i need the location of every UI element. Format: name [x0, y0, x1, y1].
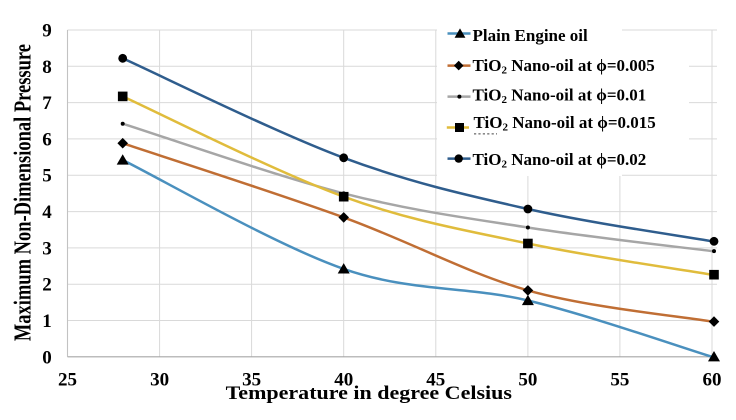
svg-text:35: 35 — [242, 370, 261, 391]
svg-text:50: 50 — [518, 370, 537, 391]
svg-text:3: 3 — [42, 238, 52, 259]
svg-text:4: 4 — [42, 202, 52, 223]
svg-text:1: 1 — [42, 311, 52, 332]
svg-text:Temperature in degree Celsius: Temperature in degree Celsius — [226, 383, 512, 403]
svg-text:TiO2 Nano-oil at ϕ=0.015: TiO2 Nano-oil at ϕ=0.015 — [474, 113, 656, 134]
svg-text:9: 9 — [42, 21, 52, 42]
svg-text:2: 2 — [42, 275, 52, 296]
svg-text:25: 25 — [58, 370, 77, 391]
svg-text:Maximum Non-Dimensional Pressu: Maximum Non-Dimensional Pressure — [9, 44, 36, 341]
svg-text:TiO2 Nano-oil at ϕ=0.005: TiO2 Nano-oil at ϕ=0.005 — [473, 56, 655, 77]
svg-text:55: 55 — [610, 370, 629, 391]
svg-text:0: 0 — [42, 347, 52, 368]
svg-text:6: 6 — [42, 129, 52, 150]
svg-text:40: 40 — [334, 370, 353, 391]
svg-text:Plain Engine oil: Plain Engine oil — [473, 26, 589, 45]
svg-text:TiO2 Nano-oil at ϕ=0.02: TiO2 Nano-oil at ϕ=0.02 — [473, 150, 647, 171]
svg-text:30: 30 — [150, 370, 169, 391]
svg-text:8: 8 — [42, 57, 52, 78]
svg-text:5: 5 — [42, 166, 52, 187]
svg-text:TiO2 Nano-oil at ϕ=0.01: TiO2 Nano-oil at ϕ=0.01 — [473, 85, 647, 106]
svg-text:7: 7 — [42, 93, 52, 114]
svg-text:60: 60 — [703, 370, 722, 391]
svg-text:45: 45 — [426, 370, 445, 391]
